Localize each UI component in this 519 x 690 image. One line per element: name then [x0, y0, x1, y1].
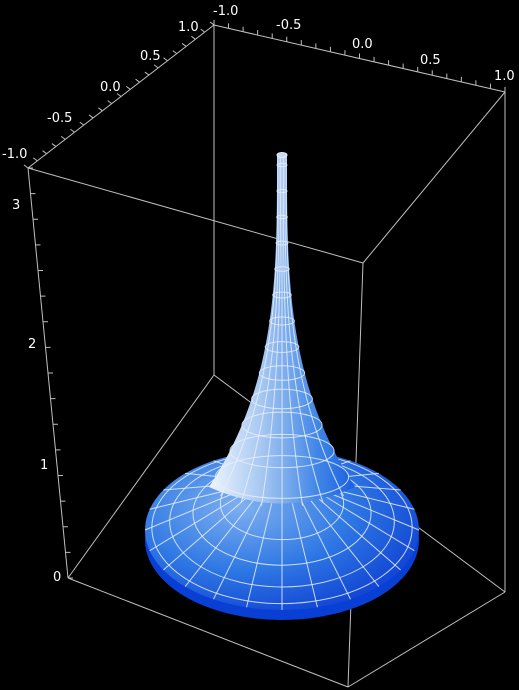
y-tick-mark [116, 93, 122, 97]
y-tick-label: 0.0 [100, 80, 121, 95]
x-tick-label: 1.0 [494, 69, 515, 84]
y-tick-mark [200, 28, 205, 33]
surface-mesh-line [309, 499, 380, 587]
y-tick-mark [209, 21, 215, 26]
y-tick-mark [42, 150, 47, 155]
pseudosphere-surface [144, 152, 420, 620]
x-tick-label: 0.5 [420, 53, 441, 68]
surface-tip [276, 152, 288, 158]
box-edge [67, 374, 215, 579]
box-edge [362, 91, 506, 264]
surface-mesh-line [316, 496, 401, 571]
y-tick-mark [70, 128, 75, 133]
y-tick-mark [181, 43, 187, 47]
y-tick-mark [126, 85, 131, 90]
x-tick-label: -1.0 [213, 4, 238, 19]
surface-mesh-line [149, 493, 244, 552]
surface-stem-meridian [284, 156, 324, 503]
y-tick-mark [32, 157, 38, 162]
y-tick-mark [144, 71, 150, 76]
box-edge [347, 591, 506, 688]
y-tick-label: 0.5 [140, 49, 161, 64]
surface-mesh-line [184, 499, 255, 587]
x-tick-label: -0.5 [276, 18, 301, 33]
y-tick-mark [107, 100, 112, 105]
surface-stem-meridian [285, 155, 344, 497]
y-tick-mark [98, 107, 103, 112]
surface-mesh-line [246, 503, 273, 608]
y-tick-mark [191, 35, 196, 40]
y-tick-mark [163, 57, 168, 62]
y-tick-mark [153, 64, 159, 69]
z-tick-label: 3 [12, 198, 20, 213]
y-tick-label: 1.0 [178, 20, 199, 35]
y-tick-mark [88, 114, 94, 119]
surface-mesh-line [320, 493, 415, 552]
box-edge [67, 577, 349, 688]
y-tick-mark [60, 135, 66, 140]
surface-stem-meridian [220, 155, 279, 497]
y-tick-mark [135, 78, 140, 83]
z-tick-label: 1 [40, 458, 48, 473]
x-tick-label: 0.0 [352, 37, 373, 52]
z-tick-label: 2 [28, 337, 36, 352]
surface-mesh-line [213, 501, 263, 600]
y-tick-label: -0.5 [47, 111, 72, 126]
y-tick-label: -1.0 [2, 147, 27, 162]
x-axis-tick-labels: -1.0 -0.5 0.0 0.5 1.0 [213, 4, 515, 84]
surface-mesh-line [301, 501, 351, 600]
box-edge [27, 167, 364, 264]
axis-ticks [23, 20, 506, 579]
y-tick-mark [23, 164, 29, 169]
y-tick-mark [172, 50, 178, 54]
surface-mesh-line [291, 503, 318, 608]
y-tick-mark [51, 143, 57, 147]
y-axis-tick-labels: 1.0 0.5 0.0 -0.5 -1.0 [2, 20, 199, 162]
surface-stem-meridian [282, 156, 303, 506]
surface-stem-meridian [240, 156, 280, 503]
z-axis-tick-labels: 3 2 1 0 [12, 198, 61, 585]
z-tick-label: 0 [53, 570, 61, 585]
y-tick-mark [79, 121, 85, 126]
surface-mesh-line [163, 496, 248, 571]
surface-stem-meridian [261, 156, 282, 506]
